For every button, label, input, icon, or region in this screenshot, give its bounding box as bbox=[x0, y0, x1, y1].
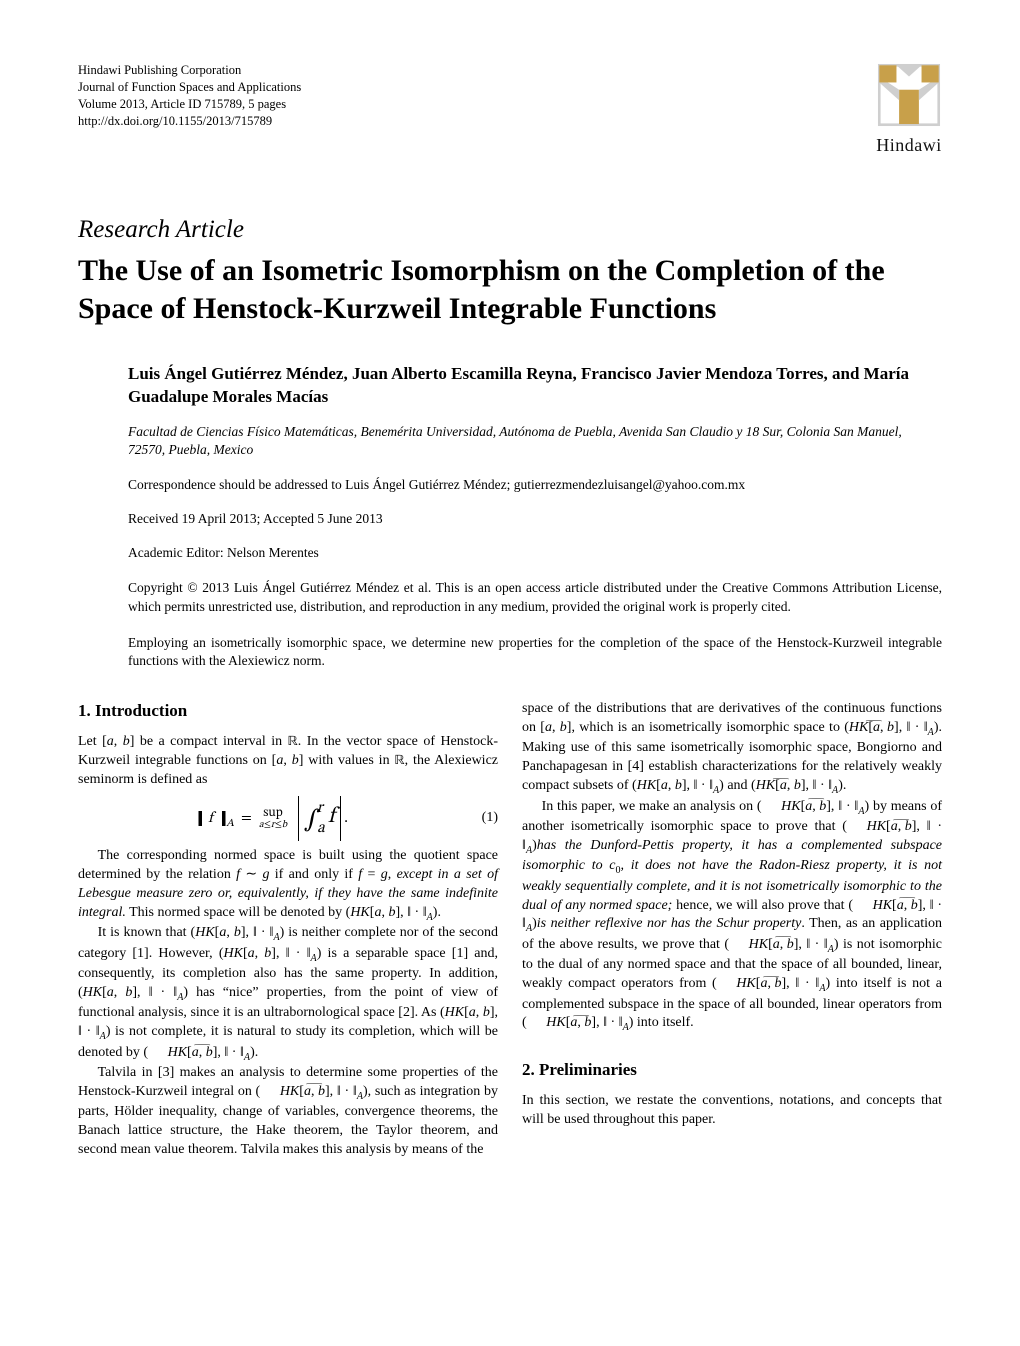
publication-info: Hindawi Publishing Corporation Journal o… bbox=[78, 62, 301, 130]
two-column-body: 1. Introduction Let [a, b] be a compact … bbox=[78, 700, 942, 1160]
body-paragraph: The corresponding normed space is built … bbox=[78, 847, 498, 924]
article-type: Research Article bbox=[78, 216, 942, 244]
received-accepted-dates: Received 19 April 2013; Accepted 5 June … bbox=[128, 511, 942, 527]
authors: Luis Ángel Gutiérrez Méndez, Juan Albert… bbox=[128, 363, 942, 409]
affiliation: Facultad de Ciencias Físico Matemáticas,… bbox=[128, 423, 942, 459]
publisher-logo-text: Hindawi bbox=[876, 135, 942, 156]
left-column: 1. Introduction Let [a, b] be a compact … bbox=[78, 700, 498, 1160]
equation-1: f A = sup a≤r≤b ∫ar f . (1) bbox=[78, 796, 498, 841]
section-2-heading: 2. Preliminaries bbox=[522, 1059, 942, 1082]
doi-line: http://dx.doi.org/10.1155/2013/715789 bbox=[78, 113, 301, 130]
section-1-heading: 1. Introduction bbox=[78, 700, 498, 723]
journal-line: Journal of Function Spaces and Applicati… bbox=[78, 79, 301, 96]
volume-line: Volume 2013, Article ID 715789, 5 pages bbox=[78, 96, 301, 113]
body-paragraph: In this paper, we make an analysis on (H… bbox=[522, 798, 942, 1035]
equation-1-number: (1) bbox=[468, 809, 498, 828]
body-paragraph: Talvila in [3] makes an analysis to dete… bbox=[78, 1064, 498, 1160]
body-paragraph: space of the distributions that are deri… bbox=[522, 700, 942, 797]
body-paragraph: In this section, we restate the conventi… bbox=[522, 1092, 942, 1130]
abstract: Employing an isometrically isomorphic sp… bbox=[128, 634, 942, 670]
publisher-line: Hindawi Publishing Corporation bbox=[78, 62, 301, 79]
hindawi-icon bbox=[876, 62, 942, 128]
academic-editor: Academic Editor: Nelson Merentes bbox=[128, 545, 942, 561]
right-column: space of the distributions that are deri… bbox=[522, 700, 942, 1160]
paper-title: The Use of an Isometric Isomorphism on t… bbox=[78, 252, 942, 327]
correspondence: Correspondence should be addressed to Lu… bbox=[128, 477, 942, 493]
publisher-logo: Hindawi bbox=[876, 62, 942, 156]
body-paragraph: Let [a, b] be a compact interval in ℝ. I… bbox=[78, 733, 498, 790]
copyright-notice: Copyright © 2013 Luis Ángel Gutiérrez Mé… bbox=[128, 579, 942, 615]
page-header: Hindawi Publishing Corporation Journal o… bbox=[78, 62, 942, 156]
equation-1-body: f A = sup a≤r≤b ∫ar f . bbox=[78, 796, 468, 841]
body-paragraph: It is known that (HK[a, b], ‖ · ‖A) is n… bbox=[78, 924, 498, 1064]
